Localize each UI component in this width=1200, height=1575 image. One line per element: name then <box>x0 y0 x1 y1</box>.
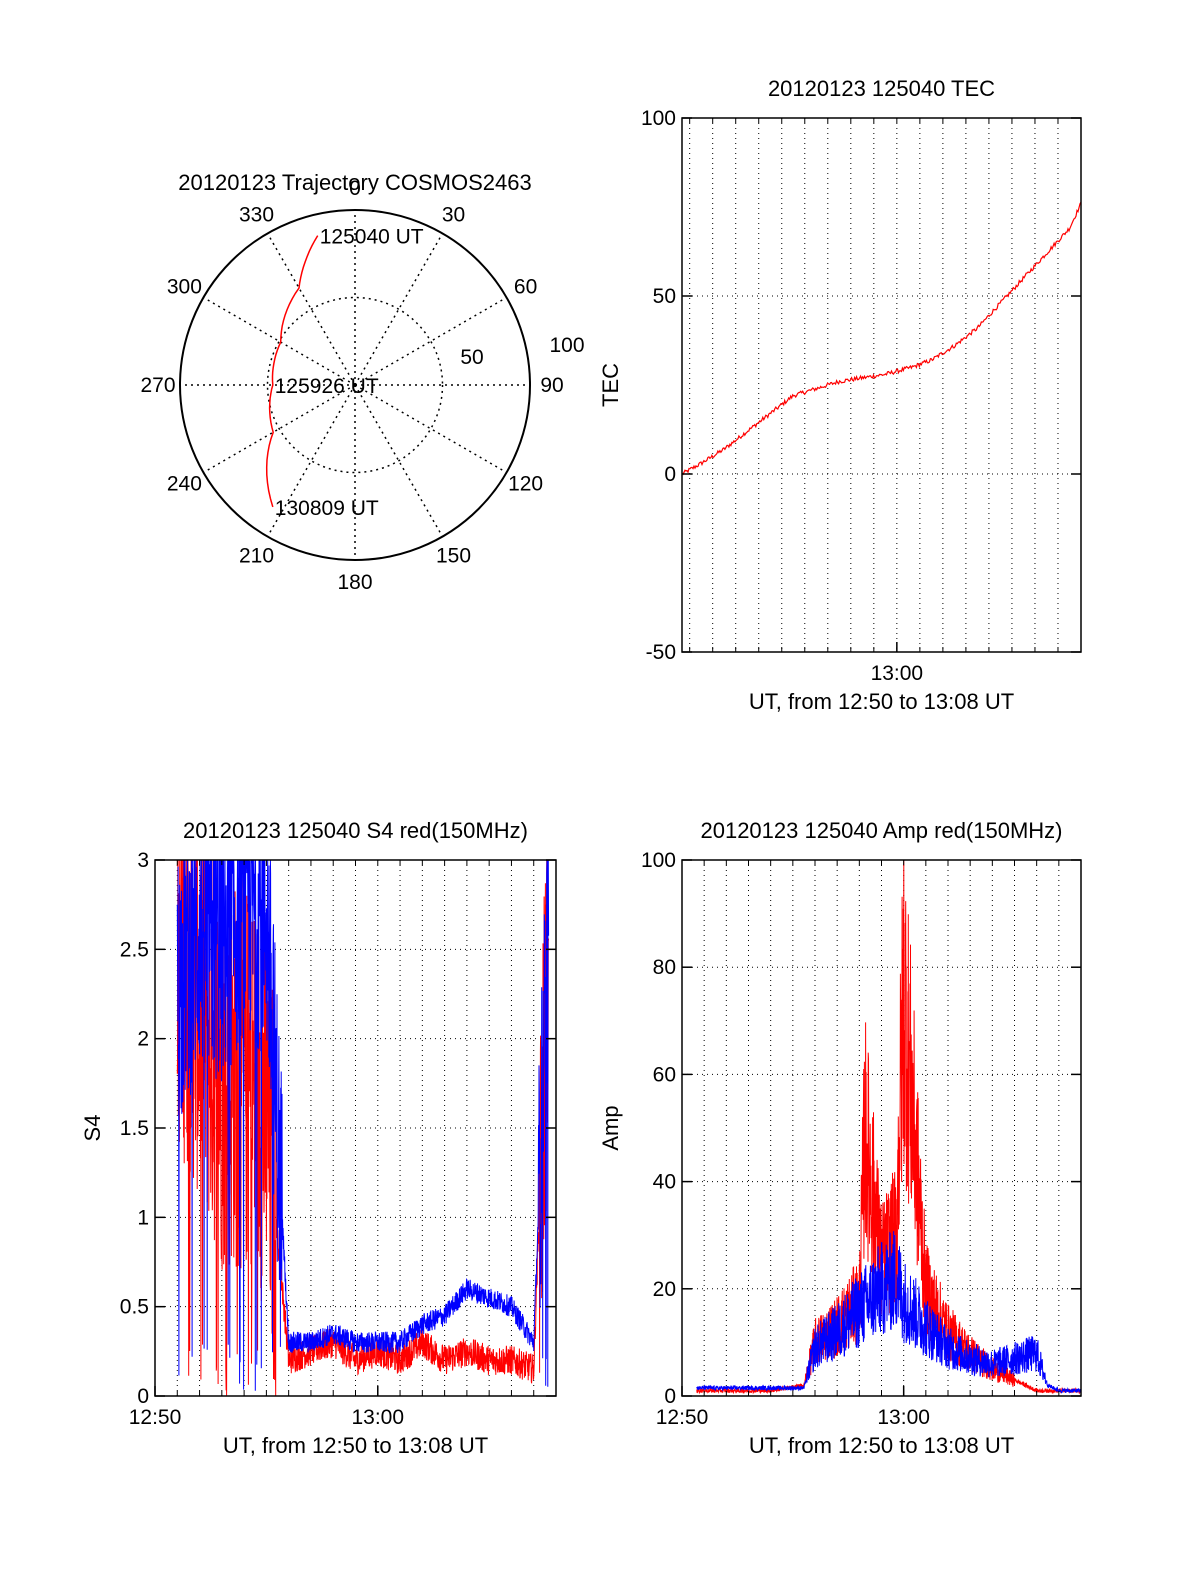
amp-ylabel: Amp <box>598 1105 623 1150</box>
amp-xtick-label: 13:00 <box>877 1406 930 1429</box>
polar-angle-label: 270 <box>140 374 175 397</box>
tec-xtick-label: 13:00 <box>871 662 924 685</box>
polar-angle-label: 90 <box>540 374 563 397</box>
polar-angle-label: 180 <box>337 571 372 594</box>
polar-spoke <box>354 384 507 474</box>
polar-time-annotation: 125926 UT <box>275 375 379 398</box>
polar-angle-label: 300 <box>167 276 202 299</box>
polar-radial-label: 100 <box>549 334 584 357</box>
tec-ytick-label: 50 <box>653 285 676 308</box>
amp-ytick-label: 40 <box>653 1171 676 1194</box>
polar-angle-label: 240 <box>167 473 202 496</box>
polar-angle-label: 60 <box>514 276 537 299</box>
tec-plot-frame <box>681 117 1082 653</box>
s4-ytick-label: 2 <box>137 1028 149 1051</box>
polar-spoke <box>266 384 356 537</box>
tec-series-line <box>681 201 1082 476</box>
amp-xlabel: UT, from 12:50 to 13:08 UT <box>749 1433 1014 1458</box>
s4-ytick-label: 0 <box>137 1385 149 1408</box>
amp-ytick-label: 0 <box>664 1385 676 1408</box>
polar-spoke <box>203 384 356 474</box>
s4-ylabel: S4 <box>80 1115 105 1142</box>
amp-series-line <box>696 1231 1082 1394</box>
polar-time-annotation: 130809 UT <box>275 497 379 520</box>
polar-spoke <box>354 233 444 386</box>
tec-xlabel: UT, from 12:50 to 13:08 UT <box>749 689 1014 714</box>
s4-series-line <box>176 859 550 1391</box>
s4-ytick-label: 0.5 <box>120 1296 149 1319</box>
s4-xtick-label: 12:50 <box>129 1406 182 1429</box>
amp-xtick-label: 12:50 <box>656 1406 709 1429</box>
tec-ytick-label: 100 <box>641 107 676 130</box>
polar-angle-label: 0 <box>349 177 361 200</box>
amp-ytick-label: 100 <box>641 849 676 872</box>
tec-ylabel: TEC <box>598 363 623 407</box>
s4-xtick-label: 13:00 <box>351 1406 404 1429</box>
s4-panel: 20120123 125040 S4 red(150MHz) 0 0.5 1 1.5 2 2… <box>80 818 557 1458</box>
tec-title: 20120123 125040 TEC <box>768 76 995 101</box>
polar-inner-circle <box>266 296 444 474</box>
s4-ytick-label: 3 <box>137 849 149 872</box>
polar-angle-label: 210 <box>239 545 274 568</box>
amp-title: 20120123 125040 Amp red(150MHz) <box>700 818 1062 843</box>
polar-time-annotation: 125040 UT <box>320 226 424 249</box>
s4-ytick-label: 1 <box>137 1206 149 1229</box>
polar-spoke <box>354 384 444 537</box>
polar-angle-label: 120 <box>508 473 543 496</box>
polar-angle-label: 330 <box>239 203 274 226</box>
polar-spoke <box>354 296 507 386</box>
s4-ytick-label: 2.5 <box>120 938 149 961</box>
s4-ytick-label: 1.5 <box>120 1117 149 1140</box>
polar-trajectory-line <box>265 235 319 508</box>
tec-ytick-label: 0 <box>664 463 676 486</box>
s4-title: 20120123 125040 S4 red(150MHz) <box>183 818 528 843</box>
polar-angle-label: 150 <box>436 545 471 568</box>
amp-ytick-label: 80 <box>653 956 676 979</box>
amp-panel: 20120123 125040 Amp red(150MHz) 0 20 40 60 80… <box>598 818 1082 1458</box>
amp-ytick-label: 20 <box>653 1278 676 1301</box>
s4-xlabel: UT, from 12:50 to 13:08 UT <box>223 1433 488 1458</box>
tec-panel: 20120123 125040 TEC -50 0 50 100 13:00 UT, fro… <box>598 76 1082 714</box>
amp-ytick-label: 60 <box>653 1063 676 1086</box>
polar-title: 20120123 Trajectory COSMOS2463 <box>178 170 531 195</box>
amp-series-line <box>696 860 1082 1395</box>
polar-spoke <box>266 233 356 386</box>
polar-radial-label: 50 <box>460 346 483 369</box>
polar-spoke <box>203 296 356 386</box>
tec-ytick-label: -50 <box>646 641 676 664</box>
polar-angle-label: 30 <box>442 203 465 226</box>
